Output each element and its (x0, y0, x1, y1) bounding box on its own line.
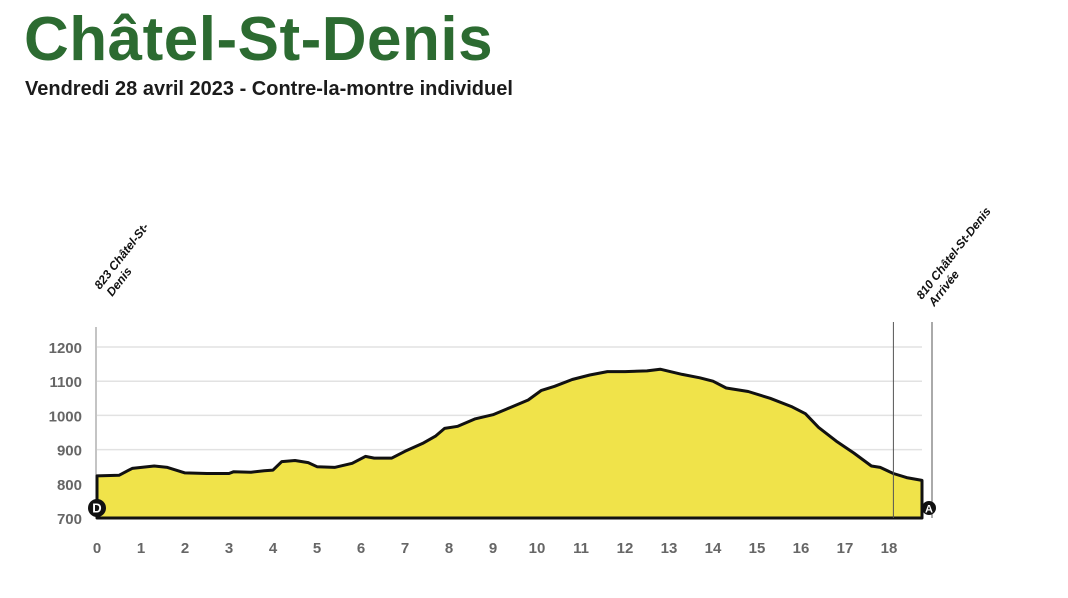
x-tick-label: 12 (617, 540, 634, 557)
x-tick-label: 4 (269, 540, 278, 557)
finish-marker (922, 501, 936, 515)
page-subtitle: Vendredi 28 avril 2023 - Contre-la-montr… (25, 78, 513, 100)
x-tick-label: 9 (489, 540, 497, 557)
x-tick-label: 14 (705, 540, 722, 557)
marker-letter: A (925, 504, 933, 516)
marker-letter: D (92, 501, 101, 516)
x-tick-label: 7 (401, 540, 409, 557)
x-axis-ticks: 0 1 2 3 4 5 6 7 8 9 10 11 12 13 14 15 16 17 18 (93, 540, 898, 557)
x-tick-label: 0 (93, 540, 101, 557)
x-tick-label: 8 (445, 540, 453, 557)
x-tick-label: 17 (837, 540, 854, 557)
x-tick-label: 3 (225, 540, 233, 557)
y-tick-label: 1100 (49, 374, 82, 391)
x-tick-label: 5 (313, 540, 321, 557)
y-tick-label: 1000 (49, 408, 82, 425)
x-tick-label: 2 (181, 540, 189, 557)
marker-lines (892, 322, 933, 518)
y-axis-ticks: 700 800 900 1000 1100 1200 (49, 340, 82, 528)
marker-label-line1: 810 Châtel-St-Denis (913, 204, 994, 302)
start-marker (88, 499, 106, 517)
x-tick-label: 11 (573, 540, 589, 557)
x-tick-label: 1 (137, 540, 145, 557)
x-tick-label: 16 (793, 540, 810, 557)
x-tick-label: 18 (881, 540, 898, 557)
x-tick-label: 6 (357, 540, 365, 557)
x-tick-label: 10 (529, 540, 546, 557)
marker-annotation: 823 Châtel-St-Denis (91, 220, 151, 299)
elevation-area (95, 367, 924, 520)
y-tick-label: 700 (57, 511, 82, 528)
x-tick-label: 15 (749, 540, 766, 557)
y-tick-label: 1200 (49, 340, 82, 357)
y-tick-label: 800 (57, 477, 82, 494)
x-tick-label: 13 (661, 540, 678, 557)
page-title: Châtel-St-Denis (24, 5, 494, 74)
y-tick-label: 900 (57, 443, 82, 460)
